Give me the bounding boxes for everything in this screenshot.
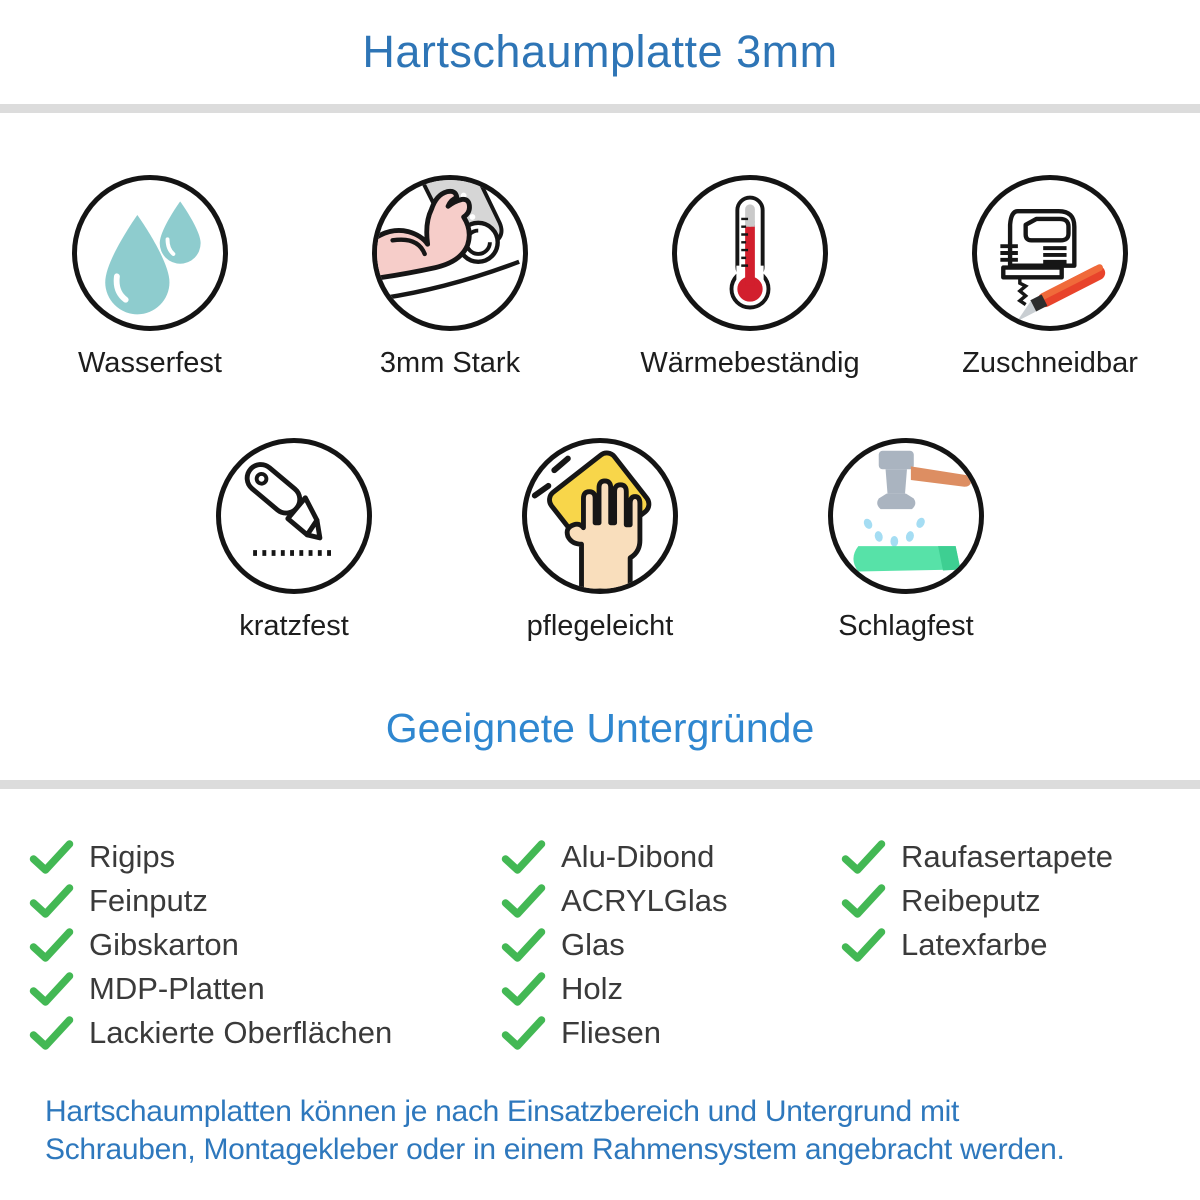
mounting-note-line2: Schrauben, Montagekleber oder in einem R…: [45, 1133, 1065, 1166]
hammer-impact-icon: [853, 450, 972, 572]
page-title: Hartschaumplatte 3mm: [362, 26, 838, 77]
check-icon: [500, 927, 547, 963]
product-infographic: Hartschaumplatte 3mm Wasserfest: [0, 0, 1200, 1169]
substrate-item: Reibeputz: [840, 879, 1200, 923]
check-icon: [840, 839, 887, 875]
mounting-note-line1: Hartschaumplatten können je nach Einsatz…: [45, 1095, 960, 1128]
feature-zuschneidbar: Zuschneidbar: [900, 175, 1200, 380]
muscle-arm-icon: [377, 180, 520, 301]
muscle-arm-icon: [372, 175, 528, 331]
substrate-label: Reibeputz: [901, 883, 1041, 918]
feature-label: kratzfest: [239, 610, 349, 642]
feature-label: Zuschneidbar: [962, 347, 1138, 379]
feature-schlagfest: Schlagfest: [753, 438, 1059, 643]
feature-label: Schlagfest: [838, 610, 974, 642]
check-icon: [840, 927, 887, 963]
substrate-item: ACRYLGlas: [500, 879, 840, 923]
substrate-label: Alu-Dibond: [561, 839, 715, 874]
hammer-impact-icon: [828, 438, 984, 594]
substrate-item: Glas: [500, 923, 840, 967]
substrate-item: Lackierte Oberflächen: [28, 1011, 500, 1055]
substrate-label: Glas: [561, 927, 625, 962]
substrate-label: Latexfarbe: [901, 927, 1048, 962]
feature-label: pflegeleicht: [526, 610, 674, 642]
jigsaw-cutter-icon: [1000, 208, 1106, 322]
substrate-item: Fliesen: [500, 1011, 840, 1055]
substrate-item: Alu-Dibond: [500, 835, 840, 879]
substrate-column-2: Alu-Dibond ACRYLGlas Glas Holz Fliesen: [500, 835, 840, 1055]
cleaning-hand-icon: [522, 438, 678, 594]
feature-label: Wasserfest: [78, 347, 222, 379]
header: Hartschaumplatte 3mm: [0, 0, 1200, 104]
check-icon: [28, 839, 75, 875]
check-icon: [500, 839, 547, 875]
features-row-1: Wasserfest 3mm Stark: [0, 175, 1200, 380]
feature-label: Wärmebeständig: [640, 347, 860, 379]
section-title-untergruende: Geeignete Untergründe: [385, 705, 815, 751]
substrate-item: Latexfarbe: [840, 923, 1200, 967]
feature-3mm-stark: 3mm Stark: [300, 175, 600, 380]
substrate-label: Gibskarton: [89, 927, 239, 962]
check-icon: [28, 883, 75, 919]
cleaning-hand-icon: [531, 450, 652, 589]
features-row-2: kratzfest pflegeleicht: [0, 438, 1200, 643]
check-icon: [28, 927, 75, 963]
substrate-item: Feinputz: [28, 879, 500, 923]
substrate-item: Holz: [500, 967, 840, 1011]
substrate-item: MDP-Platten: [28, 967, 500, 1011]
substrate-label: ACRYLGlas: [561, 883, 728, 918]
substrate-label: Fliesen: [561, 1015, 661, 1050]
check-icon: [500, 971, 547, 1007]
check-icon: [28, 1015, 75, 1051]
check-icon: [500, 883, 547, 919]
divider-middle: [0, 780, 1200, 789]
water-drops-icon: [72, 175, 228, 331]
substrate-label: Feinputz: [89, 883, 208, 918]
mounting-note: Hartschaumplatten können je nach Einsatz…: [45, 1093, 1155, 1169]
check-icon: [500, 1015, 547, 1051]
substrate-label: Raufasertapete: [901, 839, 1113, 874]
water-drops-icon: [105, 201, 201, 315]
utility-knife-icon: [216, 438, 372, 594]
thermometer-icon: [729, 195, 771, 310]
feature-waermebestaendig: Wärmebeständig: [600, 175, 900, 380]
feature-label: 3mm Stark: [379, 347, 521, 379]
divider-top: [0, 104, 1200, 113]
substrate-label: Rigips: [89, 839, 176, 874]
feature-wasserfest: Wasserfest: [0, 175, 300, 380]
substrate-label: Lackierte Oberflächen: [89, 1015, 393, 1050]
check-icon: [28, 971, 75, 1007]
substrate-column-1: Rigips Feinputz Gibskarton MDP-Platten L…: [28, 835, 500, 1055]
substrate-column-3: Raufasertapete Reibeputz Latexfarbe: [840, 835, 1200, 967]
thermometer-icon: [672, 175, 828, 331]
feature-kratzfest: kratzfest: [141, 438, 447, 643]
utility-knife-icon: [244, 462, 331, 556]
check-icon: [840, 883, 887, 919]
substrate-item: Gibskarton: [28, 923, 500, 967]
substrate-item: Raufasertapete: [840, 835, 1200, 879]
substrate-checklist: Rigips Feinputz Gibskarton MDP-Platten L…: [0, 789, 1200, 1055]
substrate-item: Rigips: [28, 835, 500, 879]
jigsaw-cutter-icon: [972, 175, 1128, 331]
substrate-label: Holz: [561, 971, 624, 1006]
substrate-label: MDP-Platten: [89, 971, 265, 1006]
feature-pflegeleicht: pflegeleicht: [447, 438, 753, 643]
